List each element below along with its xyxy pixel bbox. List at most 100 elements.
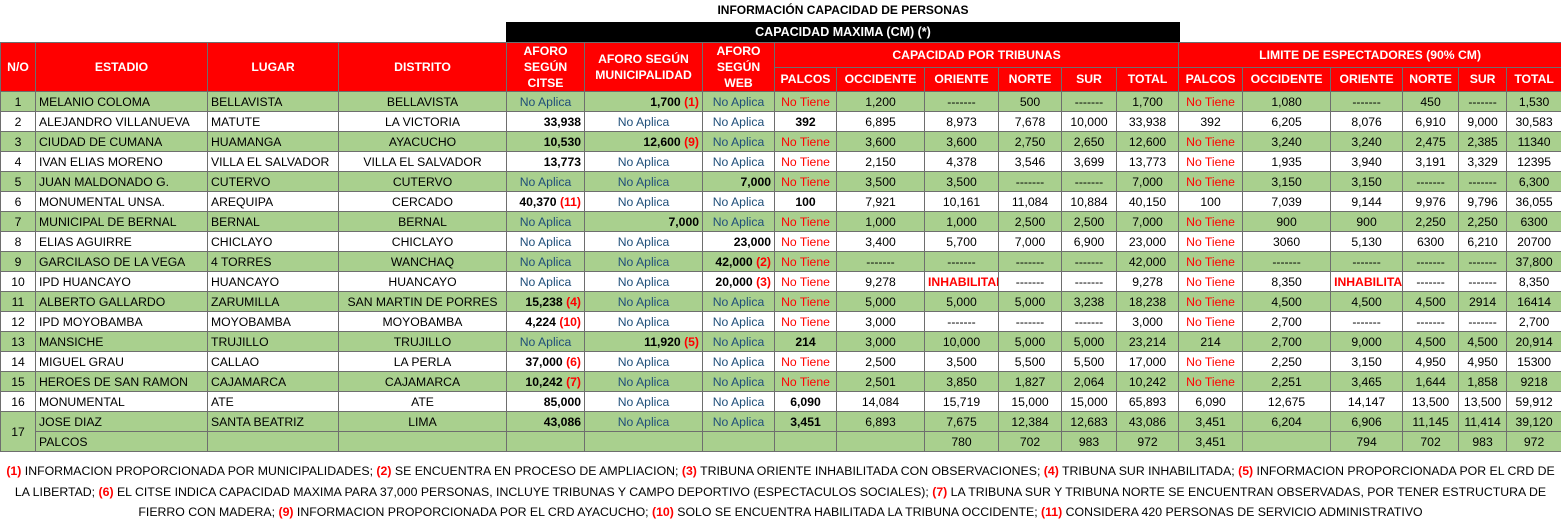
limite-su2-cell: -------	[1459, 92, 1507, 112]
tribuna-oc-cell: 14,084	[837, 392, 925, 412]
note-marker: (5)	[684, 335, 699, 349]
limite-oc2-cell: 1,935	[1243, 152, 1331, 172]
palcos-su-cell: 972	[1117, 432, 1179, 452]
lugar-cell: CHICLAYO	[208, 232, 339, 252]
aforo-citse-cell: 85,000	[507, 392, 585, 412]
header-limite-oriente: ORIENTE	[1331, 67, 1403, 92]
header-limite-norte: NORTE	[1403, 67, 1459, 92]
tribuna-or-cell: 3,500	[925, 352, 999, 372]
tribuna-oc-cell: 2,500	[837, 352, 925, 372]
limite-oc2-cell: 7,039	[1243, 192, 1331, 212]
tribuna-oc-cell: -------	[837, 252, 925, 272]
aforo-muni-cell: 11,920 (5)	[585, 332, 703, 352]
distrito-cell: BELLAVISTA	[339, 92, 507, 112]
limite-su2-cell: 4,500	[1459, 332, 1507, 352]
aforo-muni-cell-value: No Aplica	[618, 315, 670, 329]
limite-no2-cell: 4,950	[1403, 352, 1459, 372]
limite-oc2-cell: 12,675	[1243, 392, 1331, 412]
empty-cell	[507, 432, 585, 452]
limite-t2-cell: 15300	[1507, 352, 1561, 372]
palcos-cell: No Tiene	[775, 152, 837, 172]
tribuna-t-cell: 13,773	[1117, 152, 1179, 172]
note-number: (7)	[932, 485, 947, 499]
note-marker: (9)	[684, 135, 699, 149]
limite-or2-cell: INHABILITADA	[1331, 272, 1403, 292]
palcos-label: PALCOS	[36, 432, 208, 452]
cm-header: CAPACIDAD MAXIMA (CM) (*)	[506, 22, 1180, 42]
aforo-web-cell-value: No Aplica	[713, 295, 765, 309]
distrito-cell: TRUJILLO	[339, 332, 507, 352]
aforo-muni-cell-value: 11,920	[644, 335, 681, 349]
tribuna-no-cell: 5,000	[999, 332, 1062, 352]
aforo-muni-cell: No Aplica	[585, 312, 703, 332]
aforo-web-cell: No Aplica	[703, 132, 775, 152]
limite-su2-cell: 13,500	[1459, 392, 1507, 412]
header-limite-sur: SUR	[1459, 67, 1507, 92]
limite-or2-cell: 3,940	[1331, 152, 1403, 172]
palcos-or-cell: 702	[999, 432, 1062, 452]
tribuna-su-cell: 10,884	[1062, 192, 1117, 212]
tribuna-t-cell: 33,938	[1117, 112, 1179, 132]
aforo-web-cell-value: No Aplica	[713, 95, 765, 109]
palcos-oc2-cell: 794	[1331, 432, 1403, 452]
aforo-muni-cell: No Aplica	[585, 232, 703, 252]
aforo-web-cell: No Aplica	[703, 152, 775, 172]
row-number: 3	[1, 132, 36, 152]
header-cap-tribunas: CAPACIDAD POR TRIBUNAS	[775, 43, 1179, 68]
tribuna-t-cell: 1,700	[1117, 92, 1179, 112]
limite-oc2-cell: 8,350	[1243, 272, 1331, 292]
aforo-citse-cell: 37,000 (6)	[507, 352, 585, 372]
tribuna-t-cell: 23,000	[1117, 232, 1179, 252]
tribuna-oc-cell: 3,500	[837, 172, 925, 192]
distrito-cell: ATE	[339, 392, 507, 412]
limite-no2-cell: -------	[1403, 172, 1459, 192]
limite-palcos-cell: No Tiene	[1179, 132, 1243, 152]
lugar-cell: ATE	[208, 392, 339, 412]
limite-palcos-cell: No Tiene	[1179, 352, 1243, 372]
limite-or2-cell: 4,500	[1331, 292, 1403, 312]
aforo-web-cell: No Aplica	[703, 192, 775, 212]
distrito-cell: MOYOBAMBA	[339, 312, 507, 332]
row-number: 9	[1, 252, 36, 272]
tribuna-t-cell: 10,242	[1117, 372, 1179, 392]
aforo-muni-cell: 1,700 (1)	[585, 92, 703, 112]
aforo-web-cell-value: No Aplica	[713, 135, 765, 149]
header-row-1: N/O ESTADIO LUGAR DISTRITO AFORO SEGÚN C…	[1, 43, 1561, 68]
distrito-cell: CAJAMARCA	[339, 372, 507, 392]
tribuna-oc-cell: 6,893	[837, 412, 925, 432]
aforo-citse-cell-value: 10,242	[525, 375, 562, 389]
limite-or2-cell: 9,000	[1331, 332, 1403, 352]
aforo-citse-cell-value: 10,530	[544, 135, 581, 149]
limite-palcos-cell: 100	[1179, 192, 1243, 212]
limite-oc2-cell: 3060	[1243, 232, 1331, 252]
title-row: INFORMACIÓN CAPACIDAD DE PERSONAS	[0, 0, 1561, 22]
palcos-or2-cell: 702	[1403, 432, 1459, 452]
header-no: N/O	[1, 43, 36, 92]
row-number: 5	[1, 172, 36, 192]
palcos-cell: No Tiene	[775, 352, 837, 372]
estadio-cell: MANSICHE	[36, 332, 208, 352]
palcos-no-cell: 983	[1062, 432, 1117, 452]
tribuna-oc-cell: 6,895	[837, 112, 925, 132]
tribuna-su-cell: 2,064	[1062, 372, 1117, 392]
tribuna-t-cell: 40,150	[1117, 192, 1179, 212]
limite-su2-cell: 11,414	[1459, 412, 1507, 432]
estadio-cell: JOSE DIAZ	[36, 412, 208, 432]
empty-cell	[339, 432, 507, 452]
tribuna-no-cell: 1,827	[999, 372, 1062, 392]
limite-or2-cell: 3,240	[1331, 132, 1403, 152]
limite-palcos-cell: No Tiene	[1179, 272, 1243, 292]
tribuna-t-cell: 42,000	[1117, 252, 1179, 272]
tribuna-oc-cell: 1,200	[837, 92, 925, 112]
tribuna-su-cell: -------	[1062, 252, 1117, 272]
lugar-cell: HUAMANGA	[208, 132, 339, 152]
lugar-cell: MOYOBAMBA	[208, 312, 339, 332]
lugar-cell: 4 TORRES	[208, 252, 339, 272]
tribuna-oc-cell: 3,400	[837, 232, 925, 252]
